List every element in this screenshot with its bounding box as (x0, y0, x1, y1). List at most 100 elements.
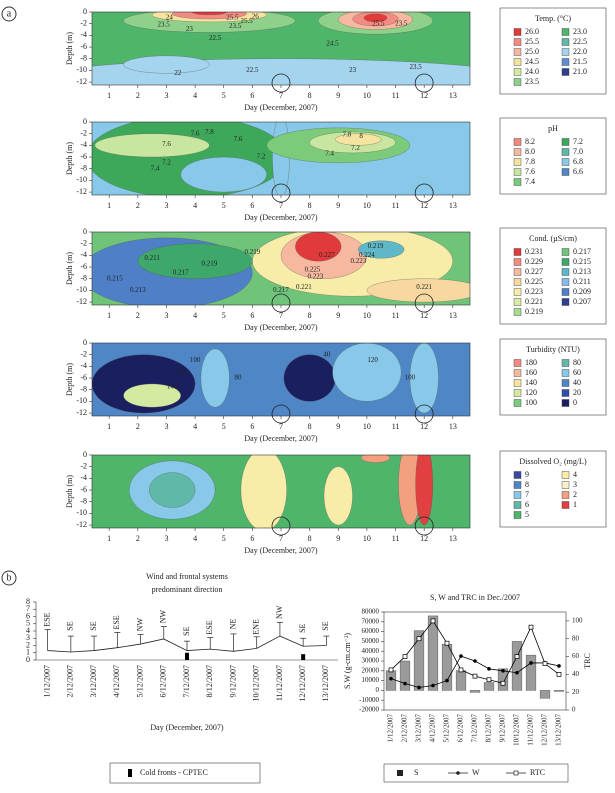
x-tick-label: 1 (107, 311, 111, 320)
chart-title: Wind and frontal systems (146, 572, 228, 581)
y-tick-label: -6 (80, 485, 87, 494)
field-region (335, 133, 382, 146)
marker (486, 677, 492, 683)
x-tick-label: 2 (136, 201, 140, 210)
direction-label: ESE (205, 620, 214, 634)
direction-label: SE (321, 621, 330, 630)
legend-swatch (561, 278, 570, 286)
contour-label: 0.217 (173, 268, 189, 276)
highlight-circle (414, 183, 434, 203)
x-tick-label: 11/12/2007 (527, 714, 535, 746)
legend-swatch (561, 28, 570, 36)
direction-label: SE (89, 621, 98, 630)
field-region (361, 455, 390, 463)
legend-label: 6 (525, 500, 529, 509)
y-tick-label: -10 (76, 396, 87, 405)
x-tick-label: 13 (449, 311, 457, 320)
contour-label: 80 (235, 374, 243, 382)
contour-label: 0.223 (350, 257, 366, 265)
y-tick-label: 10000 (362, 676, 380, 684)
field-region (180, 156, 267, 193)
contour-field (92, 122, 470, 195)
legend-label: 5 (525, 510, 529, 519)
legend-label: 23.0 (573, 27, 587, 36)
x-tick-label: 12/12/2007 (298, 665, 307, 701)
direction-label: NW (159, 610, 168, 624)
legend-swatch (561, 369, 570, 377)
x-tick-label: 10 (363, 91, 371, 100)
legend-swatch (561, 389, 570, 397)
direction-label: NW (275, 605, 284, 619)
contour-label: 25.5 (372, 19, 385, 27)
contour-label: 7.4 (151, 164, 160, 172)
y-tick-label: -12 (76, 77, 87, 86)
contour-label: 7.6 (234, 135, 243, 143)
legend-label: 21.5 (573, 57, 587, 66)
marker (417, 685, 421, 690)
x-tick-label: 9/12/2007 (228, 665, 237, 697)
legend-label: 0.207 (573, 297, 591, 306)
marker (402, 654, 408, 659)
chart-title: S, W and TRC in Dec./2007 (430, 593, 520, 602)
legend-swatch (561, 258, 570, 266)
contour-label: 0.219 (368, 242, 384, 250)
contour-label: 0.225 (305, 266, 321, 274)
y2-tick-label: 100 (572, 617, 583, 625)
legend-label: 7.8 (525, 157, 535, 166)
legend-label: 23.5 (525, 77, 539, 86)
contour-label: 25.5 (226, 13, 239, 21)
field-region (200, 348, 230, 408)
x-tick-label: 1 (107, 91, 111, 100)
x-tick-label: 12 (420, 311, 428, 320)
legend-swatch (513, 178, 522, 186)
legend-label: 0.215 (573, 257, 591, 266)
x-tick-label: 2/12/2007 (66, 665, 75, 697)
x-tick-label: 8 (308, 534, 312, 543)
y-tick-label: 0 (26, 655, 30, 664)
marker (542, 661, 548, 667)
legend-label: 0.219 (525, 307, 543, 316)
contour-field (92, 12, 470, 85)
legend-label: 24.0 (525, 67, 539, 76)
legend-label: 0.225 (525, 277, 543, 286)
field-region (363, 13, 388, 23)
x-tick-label: 7 (279, 311, 283, 320)
contour-label: 23.5 (229, 22, 242, 30)
legend-label: 7.0 (573, 147, 583, 156)
legend-swatch (561, 501, 570, 509)
legend-swatch (561, 158, 570, 166)
legend-label: 22.5 (573, 37, 587, 46)
direction-label: SE (66, 621, 75, 630)
legend-label: 7.6 (525, 167, 535, 176)
y-tick-label: 50000 (362, 637, 380, 645)
y2-tick-label: 0 (572, 706, 576, 714)
y-tick-label: 3 (26, 633, 30, 642)
legend-swatch (513, 501, 522, 509)
contour-label: 0.213 (130, 286, 146, 294)
legend-swatch (561, 248, 570, 256)
contour-label: 0.217 (273, 286, 289, 294)
legend-swatch (561, 288, 570, 296)
highlight-circle (414, 293, 434, 313)
y-tick-label: 1 (26, 648, 30, 657)
bar (385, 670, 397, 691)
x-axis-label: Day (December, 2007) (244, 103, 318, 112)
marker (529, 661, 533, 665)
y-tick-label: -10 (76, 65, 87, 74)
bar (525, 654, 537, 691)
y2-tick-label: 40 (572, 670, 580, 678)
y-tick-label: -4 (80, 473, 87, 482)
x-tick-label: 13 (449, 534, 457, 543)
x-tick-label: 13/12/2007 (555, 714, 563, 746)
contour-label: 0.221 (416, 283, 432, 291)
legend-label: 24.5 (525, 57, 539, 66)
x-tick-label: 9 (336, 91, 340, 100)
legend-box (109, 762, 261, 784)
legend-swatch (561, 138, 570, 146)
y-tick-label: -2 (80, 462, 87, 471)
contour-label: 23 (186, 25, 194, 33)
legend-label: 8 (525, 480, 529, 489)
x-tick-label: 2 (136, 422, 140, 431)
field-region (295, 232, 342, 262)
